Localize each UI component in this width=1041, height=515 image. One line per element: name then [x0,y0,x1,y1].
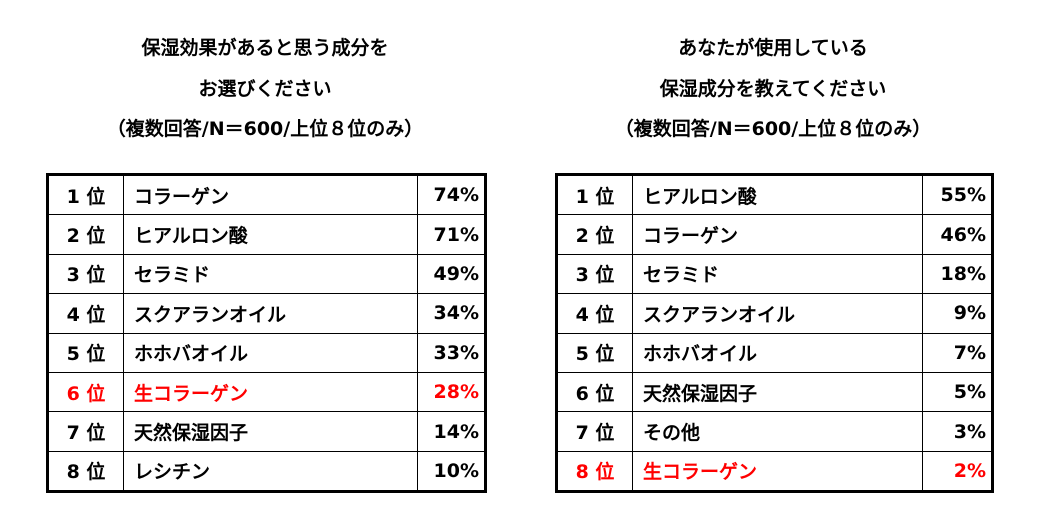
ingredient-cell: 天然保湿因子 [123,411,418,452]
rank-cell: 3 位 [47,253,124,295]
rank-cell: 2 位 [47,214,124,255]
percent-cell: 14% [417,411,486,452]
ingredient-cell: ヒアルロン酸 [123,214,418,255]
rank-cell: 7 位 [47,411,124,452]
ingredient-cell: コラーゲン [632,214,923,255]
percent-cell: 10% [417,450,486,493]
table-row: 1 位 ヒアルロン酸 55% [556,174,993,216]
percent-cell: 28% [417,371,486,413]
ingredient-cell: ヒアルロン酸 [632,174,923,216]
rank-cell: 7 位 [556,411,633,452]
percent-cell: 9% [922,293,993,334]
table-row: 2 位 コラーゲン 46% [556,214,993,255]
percent-cell: 34% [417,293,486,334]
left-title-line2: お選びください [198,78,332,100]
rank-cell: 1 位 [556,174,633,216]
right-title-line3: （複数回答/N＝600/上位８位のみ） [614,118,932,140]
ingredient-cell: レシチン [123,450,418,493]
ingredient-cell: スクアランオイル [123,293,418,334]
table-row: 3 位 セラミド 49% [47,253,486,295]
table-row: 8 位 レシチン 10% [47,450,486,493]
rank-cell: 8 位 [556,450,633,493]
ingredient-cell: その他 [632,411,923,452]
table-row: 1 位 コラーゲン 74% [47,174,486,216]
rank-cell: 5 位 [556,332,633,373]
right-title-line1: あなたが使用している [678,37,868,59]
ingredient-cell: セラミド [123,253,418,295]
rank-cell: 5 位 [47,332,124,373]
table-row: 4 位 スクアランオイル 34% [47,293,486,334]
ingredient-cell: スクアランオイル [632,293,923,334]
rank-cell: 4 位 [47,293,124,334]
rank-cell: 1 位 [47,174,124,216]
rank-cell: 6 位 [556,371,633,413]
table-row: 8 位 生コラーゲン 2% [556,450,993,493]
ingredient-cell: コラーゲン [123,174,418,216]
ingredient-cell: 生コラーゲン [632,450,923,493]
percent-cell: 3% [922,411,993,452]
percent-cell: 33% [417,332,486,373]
left-title-line1: 保湿効果があると思う成分を [141,37,389,59]
table-row: 5 位 ホホバオイル 7% [556,332,993,373]
ingredient-cell: ホホバオイル [123,332,418,373]
table-row: 3 位 セラミド 18% [556,253,993,295]
percent-cell: 18% [922,253,993,295]
table-row: 7 位 天然保湿因子 14% [47,411,486,452]
ingredient-cell: 生コラーゲン [123,371,418,413]
percent-cell: 2% [922,450,993,493]
rank-cell: 3 位 [556,253,633,295]
left-ranking-table: 1 位 コラーゲン 74% 2 位 ヒアルロン酸 71% 3 位 セラミド 49… [46,173,487,494]
rank-cell: 6 位 [47,371,124,413]
left-title-line3: （複数回答/N＝600/上位８位のみ） [106,118,424,140]
ingredient-cell: セラミド [632,253,923,295]
percent-cell: 71% [417,214,486,255]
rank-cell: 8 位 [47,450,124,493]
percent-cell: 7% [922,332,993,373]
percent-cell: 5% [922,371,993,413]
table-row: 2 位 ヒアルロン酸 71% [47,214,486,255]
percent-cell: 55% [922,174,993,216]
percent-cell: 74% [417,174,486,216]
percent-cell: 46% [922,214,993,255]
ingredient-cell: 天然保湿因子 [632,371,923,413]
right-title-line2: 保湿成分を教えてください [659,78,887,100]
table-row: 6 位 生コラーゲン 28% [47,371,486,413]
rank-cell: 4 位 [556,293,633,334]
right-ranking-table: 1 位 ヒアルロン酸 55% 2 位 コラーゲン 46% 3 位 セラミド 18… [555,173,994,494]
table-row: 5 位 ホホバオイル 33% [47,332,486,373]
table-row: 7 位 その他 3% [556,411,993,452]
ingredient-cell: ホホバオイル [632,332,923,373]
percent-cell: 49% [417,253,486,295]
table-row: 4 位 スクアランオイル 9% [556,293,993,334]
rank-cell: 2 位 [556,214,633,255]
table-row: 6 位 天然保湿因子 5% [556,371,993,413]
